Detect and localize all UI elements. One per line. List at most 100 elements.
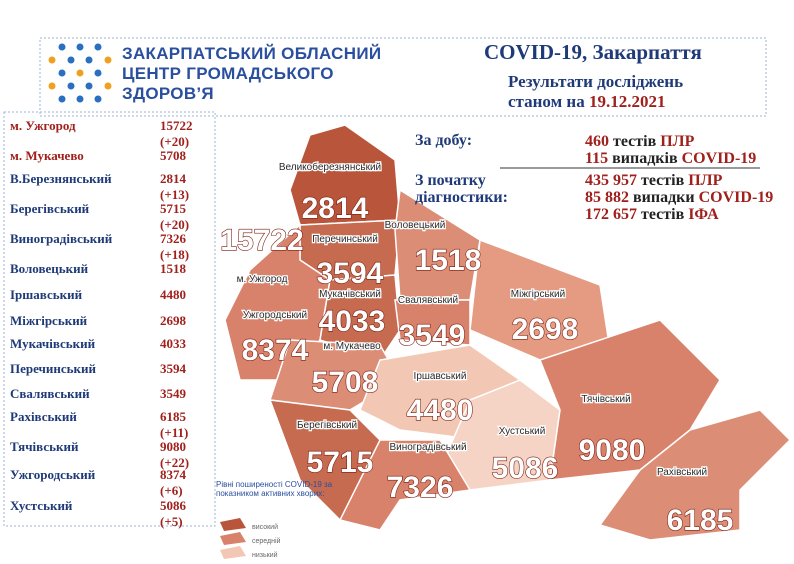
org-line: ЗДОРОВ’Я: [122, 84, 214, 103]
region-value: 7326: [387, 471, 454, 504]
legend-level: низький: [252, 551, 278, 559]
stats-label: З початку діагностики:: [415, 172, 508, 206]
region-name: Берегівський: [297, 420, 357, 431]
org-line: ЗАКАРПАТСЬКИЙ ОБЛАСНИЙ: [122, 44, 382, 63]
region-value: 1518: [415, 244, 482, 277]
row-name: Мукачівський: [10, 336, 96, 351]
stat-part: ІФА: [688, 206, 719, 223]
row-name: Ужгородський: [10, 467, 96, 482]
table-frame: [3, 111, 216, 527]
header-frame: [39, 37, 767, 117]
title: COVID-19, Закарпаття: [484, 40, 702, 64]
row-value: 3549: [160, 386, 186, 401]
region-name: м. Ужгород: [237, 274, 288, 285]
region: [319, 274, 401, 361]
legend-swatch: [220, 518, 246, 531]
region-name: Воловецький: [385, 220, 446, 231]
row-value: 2698: [160, 313, 186, 328]
row-delta: (+11): [160, 425, 189, 440]
row-name: Берегівський: [10, 201, 90, 216]
row-delta: (+13): [160, 187, 190, 202]
region-value: 5715: [307, 446, 374, 479]
region-value: 2814: [302, 192, 369, 225]
region: [598, 409, 792, 541]
stat-line: 115 випадків COVID-19: [585, 150, 756, 168]
legend-swatches: [220, 518, 246, 559]
row-delta: (+20): [160, 217, 190, 232]
row-delta: (+18): [160, 247, 190, 262]
region-name: Свалявський: [398, 295, 458, 306]
row-name: Іршавський: [10, 287, 83, 302]
row-value: 3594: [160, 361, 186, 376]
region-value: 3549: [399, 319, 466, 352]
legend-level: високий: [252, 523, 278, 531]
region-name: Перечинський: [312, 234, 378, 245]
row-value: 5715: [160, 201, 186, 216]
region-value: 5086: [492, 452, 559, 485]
row-value: 8374: [160, 467, 186, 482]
region-name: Виноградівський: [389, 442, 466, 453]
stat-part: 85 882: [585, 189, 629, 206]
row-name: Виноградівський: [10, 231, 113, 246]
region-name: Ужгородський: [243, 310, 307, 321]
stat-part: тестів: [641, 172, 685, 189]
legend-level: середній: [252, 537, 281, 545]
stat-part: 435 957: [585, 172, 637, 189]
region-value: 15722: [220, 224, 303, 257]
row-name: Міжгірський: [10, 313, 88, 328]
row-value: 2814: [160, 171, 186, 186]
stat-line: 435 957 тестів ПЛР: [585, 172, 722, 190]
logo: [48, 43, 112, 103]
row-delta: (+5): [160, 514, 183, 529]
legend-swatch: [220, 546, 246, 559]
row-value: 5086: [160, 498, 186, 513]
date-prefix: станом на: [508, 92, 585, 111]
stat-line: 460 тестів ПЛР: [585, 133, 694, 151]
row-name: м. Мукачево: [10, 148, 84, 163]
stat-part: тестів: [613, 133, 657, 150]
row-value: 1518: [160, 261, 186, 276]
date: 19.12.2021: [588, 92, 666, 111]
stat-line: 172 657 тестів ІФА: [585, 206, 719, 224]
row-delta: (+6): [160, 483, 183, 498]
row-value: 4033: [160, 336, 186, 351]
subtitle: Результати досліджень: [508, 72, 684, 91]
stat-line: 85 882 випадки COVID-19: [585, 189, 773, 207]
stat-part: 172 657: [585, 206, 637, 223]
stat-part: COVID-19: [698, 189, 774, 206]
stat-part: ПЛР: [688, 172, 723, 189]
row-value: 15722: [160, 118, 193, 133]
row-name: Свалявський: [10, 386, 90, 401]
region-value: 4033: [319, 305, 386, 338]
stat-part: 115: [585, 150, 609, 167]
date-line: станом на 19.12.2021: [508, 92, 665, 112]
region-name: Мукачівський: [319, 289, 381, 300]
stat-part: 460: [585, 133, 609, 150]
region-value: 6185: [667, 504, 734, 537]
region-name: м. Мукачево: [323, 341, 381, 352]
region-name: Хустський: [499, 426, 546, 437]
row-value: 5708: [160, 148, 186, 163]
row-name: Хустський: [10, 498, 73, 513]
region-value: 5708: [312, 366, 379, 399]
row-value: 6185: [160, 409, 186, 424]
region-value: 8374: [242, 334, 309, 367]
region-value: 3594: [317, 257, 384, 290]
row-value: 4480: [160, 287, 186, 302]
region-value: 4480: [407, 394, 474, 427]
org-line: ЦЕНТР ГРОМАДСЬКОГО: [122, 64, 334, 83]
row-name: В.Березнянський: [10, 171, 112, 186]
region-name: Великоберезнянський: [279, 161, 381, 173]
stats-label: За добу:: [415, 132, 473, 149]
stat-part: COVID-19: [681, 150, 757, 167]
row-delta: (+22): [160, 455, 190, 470]
row-value: 7326: [160, 231, 186, 246]
stat-part: випадки: [633, 189, 695, 206]
stat-part: випадків: [612, 150, 678, 167]
legend-swatch: [220, 532, 246, 545]
row-value: 9080: [160, 439, 186, 454]
region-name: Тячівський: [581, 394, 630, 405]
regions: [224, 124, 792, 541]
